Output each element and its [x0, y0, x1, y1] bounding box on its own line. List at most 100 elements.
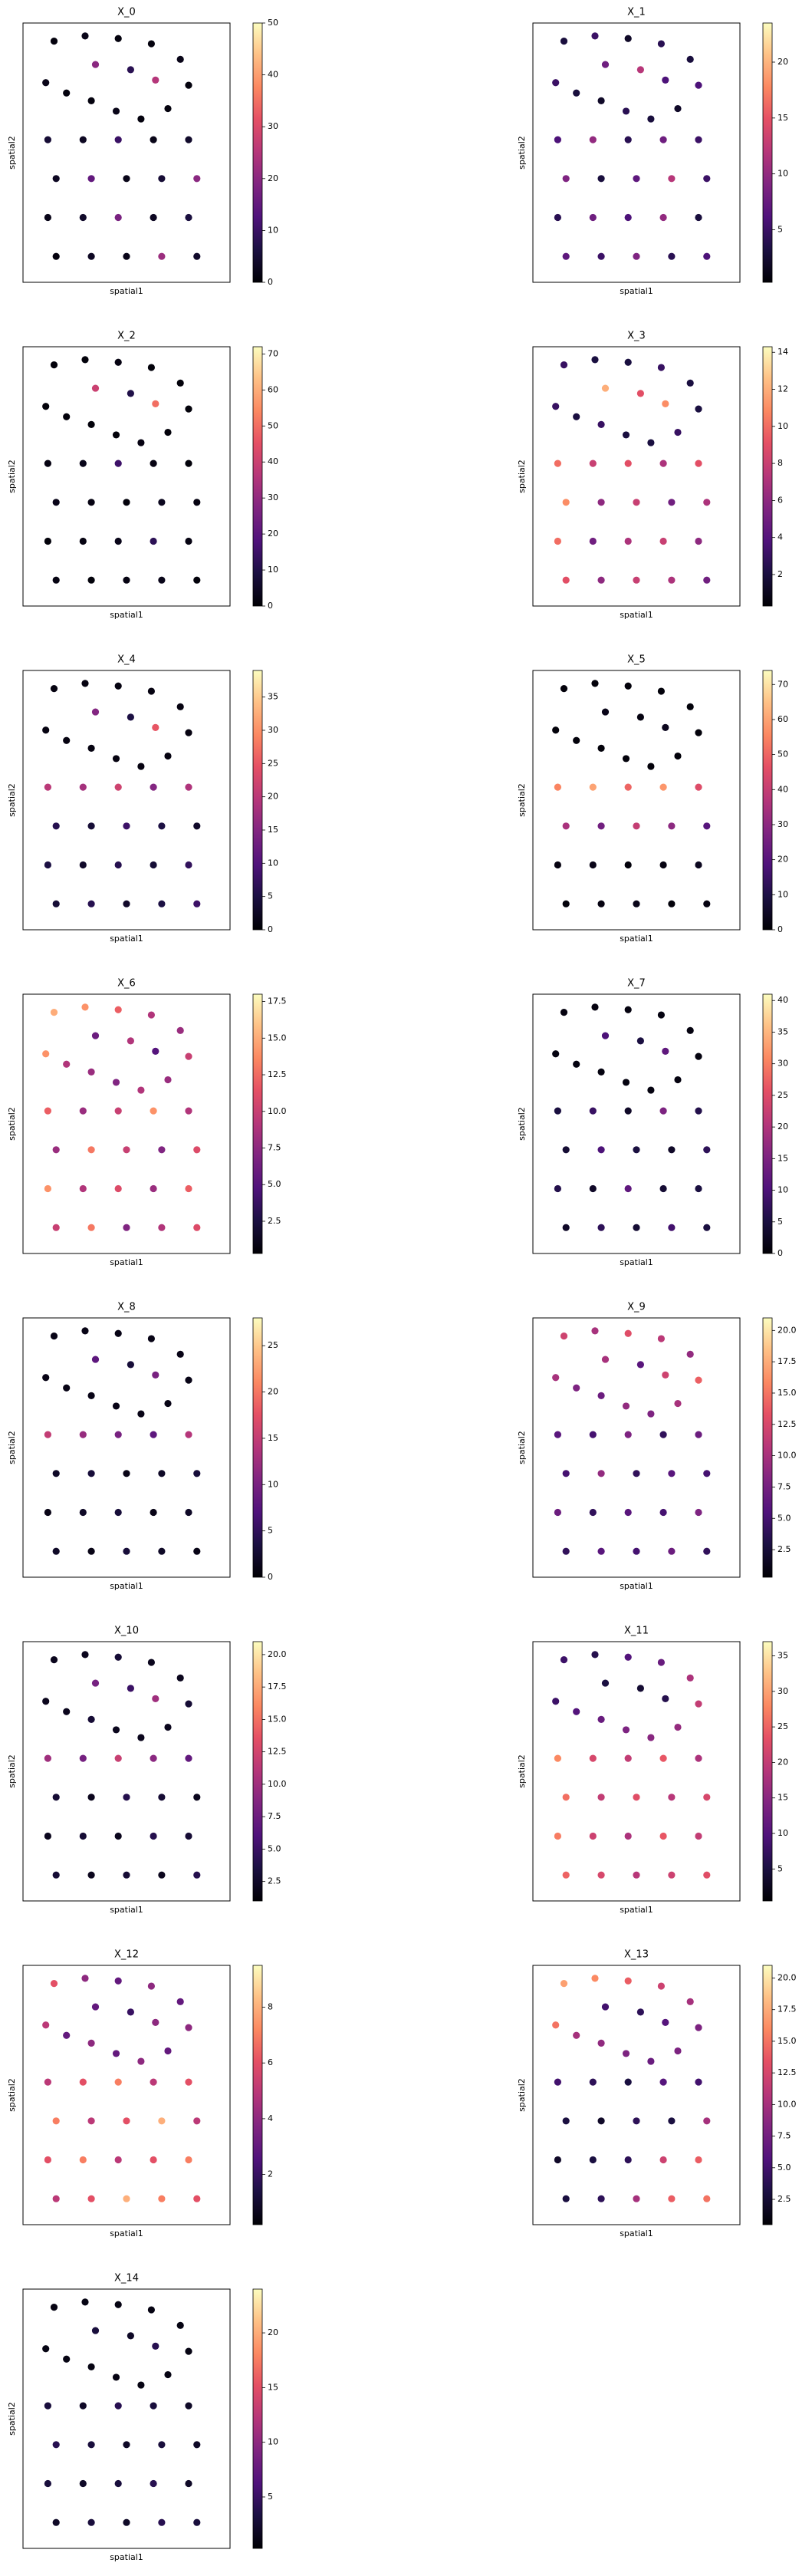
colorbar-tick-label: 8 [268, 2002, 273, 2012]
spot [127, 1037, 134, 1045]
spot [152, 2018, 159, 2026]
plot-frame [22, 22, 231, 283]
spot [193, 1146, 201, 1154]
spot [185, 405, 192, 413]
spot [150, 1107, 157, 1115]
spot [52, 1871, 60, 1879]
spot [185, 1700, 192, 1708]
spot [597, 1224, 605, 1231]
spot [668, 499, 676, 506]
spot [81, 2298, 89, 2306]
colorbar [252, 1965, 263, 2225]
spot [150, 2078, 157, 2086]
colorbar-tick-label: 60 [777, 714, 788, 724]
spot [63, 2031, 71, 2039]
colorbar-tick-label: 25 [777, 1721, 788, 1731]
spot [87, 499, 95, 506]
spot [554, 537, 562, 545]
spot [193, 822, 201, 830]
colorbar [252, 2288, 263, 2549]
y-axis-label: spatial2 [7, 460, 17, 493]
spot [158, 2117, 166, 2125]
spot [44, 2479, 51, 2488]
spot [150, 213, 157, 222]
spot [150, 460, 157, 467]
spot [63, 1384, 71, 1392]
spot [597, 1470, 605, 1477]
panel-title: X_14 [114, 2273, 139, 2284]
spot [193, 1794, 201, 1801]
spot [123, 1224, 130, 1231]
spot [185, 2347, 192, 2355]
spot [624, 1107, 632, 1115]
spot [597, 252, 605, 260]
spot [668, 2117, 676, 2125]
spot [674, 428, 682, 436]
colorbar-tick-label: 10.0 [268, 1106, 287, 1116]
spot [185, 2402, 192, 2410]
colorbar-tick-label: 10.0 [268, 1779, 287, 1789]
spot [193, 499, 201, 506]
spot [668, 252, 676, 260]
colorbar-tick-label: 5 [777, 225, 783, 235]
colorbar-tick-label: 60 [268, 384, 278, 394]
spot [50, 2304, 58, 2311]
spot [562, 499, 570, 506]
panel-title: X_1 [627, 7, 646, 18]
spot [193, 1871, 201, 1879]
colorbar-tick-label: 12 [777, 384, 788, 394]
colorbar-tick-label: 10 [777, 1185, 788, 1195]
spot [591, 1651, 599, 1659]
spot [591, 1975, 599, 1982]
colorbar-tick-label: 20 [268, 173, 278, 183]
spot [659, 783, 667, 791]
spot [554, 1508, 562, 1517]
plot-frame [22, 1641, 231, 1902]
colorbar-tick-label: 15.0 [268, 1033, 287, 1043]
spot [636, 66, 645, 74]
colorbar-tick-label: 10 [268, 565, 278, 575]
x-axis-label: spatial1 [110, 286, 143, 296]
colorbar-tick-label: 2.5 [777, 1544, 791, 1554]
colorbar-tick-label: 20.0 [777, 1325, 797, 1335]
spot [114, 1431, 122, 1438]
spot [158, 1547, 166, 1555]
spot [176, 1026, 184, 1034]
spot [624, 358, 632, 366]
colorbar-tick-label: 0 [268, 924, 273, 934]
spot [127, 390, 134, 397]
spot [137, 763, 145, 770]
colorbar-tick-label: 20 [777, 855, 788, 865]
y-axis-label: spatial2 [7, 783, 17, 817]
spot [158, 1470, 166, 1477]
colorbar-tick-label: 20 [777, 1757, 788, 1767]
spot [659, 1107, 667, 1115]
spot [114, 136, 122, 143]
spot [633, 1470, 640, 1477]
spot [185, 2078, 192, 2086]
spot [591, 1003, 599, 1011]
colorbar-tick-label: 35 [777, 1026, 788, 1036]
colorbar-tick-label: 15.0 [268, 1714, 287, 1724]
spot [633, 2195, 640, 2202]
spot [193, 2441, 201, 2449]
y-axis-label: spatial2 [7, 2078, 17, 2112]
spot [624, 136, 632, 143]
spot [164, 104, 172, 113]
colorbar-tick-label: 40 [268, 456, 278, 466]
spot [597, 576, 605, 584]
spot [573, 413, 580, 420]
colorbar-tick-label: 0 [268, 601, 273, 611]
panel-title: X_9 [627, 1302, 646, 1313]
spot [674, 1076, 682, 1084]
colorbar-tick-label: 12.5 [268, 1069, 287, 1079]
spot [622, 1079, 630, 1086]
spot [52, 1470, 60, 1477]
spot [42, 2021, 50, 2029]
spot [114, 1107, 122, 1115]
spot [662, 2018, 669, 2026]
plot-frame [532, 1965, 741, 2225]
spot [633, 1794, 640, 1801]
spot [597, 1871, 605, 1879]
spot [123, 252, 130, 260]
